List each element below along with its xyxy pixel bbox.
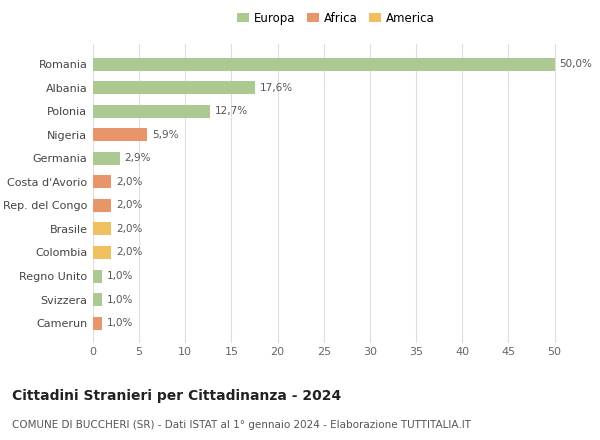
Text: 2,0%: 2,0% (116, 247, 142, 257)
Legend: Europa, Africa, America: Europa, Africa, America (234, 8, 438, 28)
Text: 1,0%: 1,0% (107, 271, 133, 281)
Bar (93, 152, 120, 165)
Bar (93, 317, 102, 330)
Text: Cittadini Stranieri per Cittadinanza - 2024: Cittadini Stranieri per Cittadinanza - 2… (12, 389, 341, 403)
Text: COMUNE DI BUCCHERI (SR) - Dati ISTAT al 1° gennaio 2024 - Elaborazione TUTTITALI: COMUNE DI BUCCHERI (SR) - Dati ISTAT al … (12, 420, 471, 430)
Text: 2,0%: 2,0% (116, 200, 142, 210)
Text: 17,6%: 17,6% (260, 83, 293, 93)
Text: 5,9%: 5,9% (152, 130, 179, 140)
Bar (93, 105, 210, 117)
Bar (93, 128, 148, 141)
Bar (93, 58, 554, 70)
Bar (93, 223, 112, 235)
Bar (93, 293, 102, 306)
Text: 2,9%: 2,9% (124, 153, 151, 163)
Text: 2,0%: 2,0% (116, 177, 142, 187)
Text: 2,0%: 2,0% (116, 224, 142, 234)
Bar (93, 246, 112, 259)
Bar (93, 81, 256, 94)
Bar (93, 270, 102, 282)
Bar (93, 199, 112, 212)
Text: 12,7%: 12,7% (215, 106, 248, 116)
Text: 50,0%: 50,0% (559, 59, 592, 69)
Text: 1,0%: 1,0% (107, 318, 133, 328)
Bar (93, 176, 112, 188)
Text: 1,0%: 1,0% (107, 294, 133, 304)
